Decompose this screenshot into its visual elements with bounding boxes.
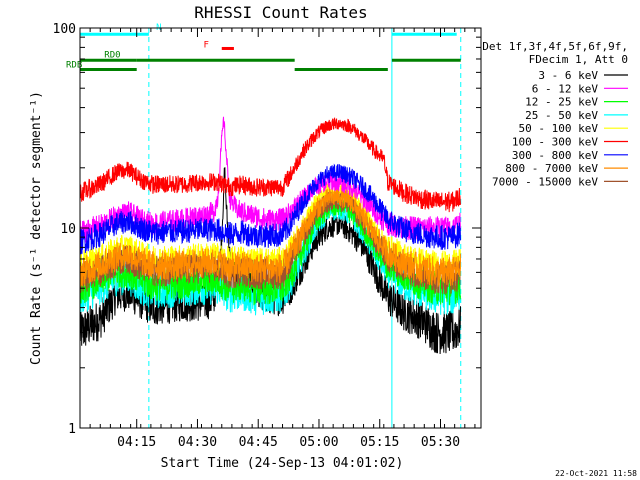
x-tick-label-4: 05:15 bbox=[360, 435, 399, 450]
state-bar-label-3: RDB bbox=[66, 60, 82, 70]
legend-entry-6: 300 - 800 keV bbox=[512, 149, 598, 162]
y-tick-label-0: 1 bbox=[68, 422, 76, 437]
legend-entry-4: 50 - 100 keV bbox=[519, 122, 599, 135]
series-line-5 bbox=[80, 117, 461, 213]
x-tick-label-2: 04:45 bbox=[239, 435, 278, 450]
legend: Det 1f,3f,4f,5f,6f,9f,FDecim 1, Att 0 3 -… bbox=[482, 40, 628, 188]
x-tick-label-0: 04:15 bbox=[117, 435, 156, 450]
y-tick-label-1: 10 bbox=[60, 222, 76, 237]
x-tick-label-5: 05:30 bbox=[421, 435, 460, 450]
chart-title: RHESSI Count Rates bbox=[194, 3, 367, 22]
axes: 1 10 100 04:15 04:30 04:45 05:00 05:15 05:30 bbox=[53, 22, 481, 450]
series-line-1 bbox=[80, 116, 461, 245]
legend-entry-7: 800 - 7000 keV bbox=[505, 162, 598, 175]
series-line-2 bbox=[80, 195, 461, 306]
legend-entry-0: 3 - 6 keV bbox=[538, 69, 598, 82]
legend-entry-1: 6 - 12 keV bbox=[532, 82, 599, 95]
legend-entry-2: 12 - 25 keV bbox=[525, 96, 598, 109]
y-tick-label-2: 100 bbox=[53, 22, 76, 37]
y-axis-label: Count Rate (s⁻¹ detector segment⁻¹) bbox=[29, 91, 44, 365]
series-line-6 bbox=[80, 163, 461, 255]
legend-entry-5: 100 - 300 keV bbox=[512, 136, 598, 149]
x-tick-label-1: 04:30 bbox=[178, 435, 217, 450]
legend-header-1: FDecim 1, Att 0 bbox=[529, 53, 628, 66]
legend-entry-3: 25 - 50 keV bbox=[525, 109, 598, 122]
series-line-7 bbox=[80, 186, 461, 287]
plot-timestamp: 22-Oct-2021 11:58 bbox=[555, 469, 637, 478]
state-bar-label-2: RD0 bbox=[104, 51, 120, 61]
x-axis-label: Start Time (24-Sep-13 04:01:02) bbox=[161, 456, 404, 471]
legend-header-0: Det 1f,3f,4f,5f,6f,9f, bbox=[482, 40, 628, 53]
series-line-8 bbox=[80, 191, 461, 295]
x-tick-label-3: 05:00 bbox=[299, 435, 338, 450]
state-bar-label-1: F bbox=[204, 40, 209, 50]
plot-traces bbox=[80, 28, 462, 428]
legend-entry-8: 7000 - 15000 keV bbox=[492, 175, 598, 188]
